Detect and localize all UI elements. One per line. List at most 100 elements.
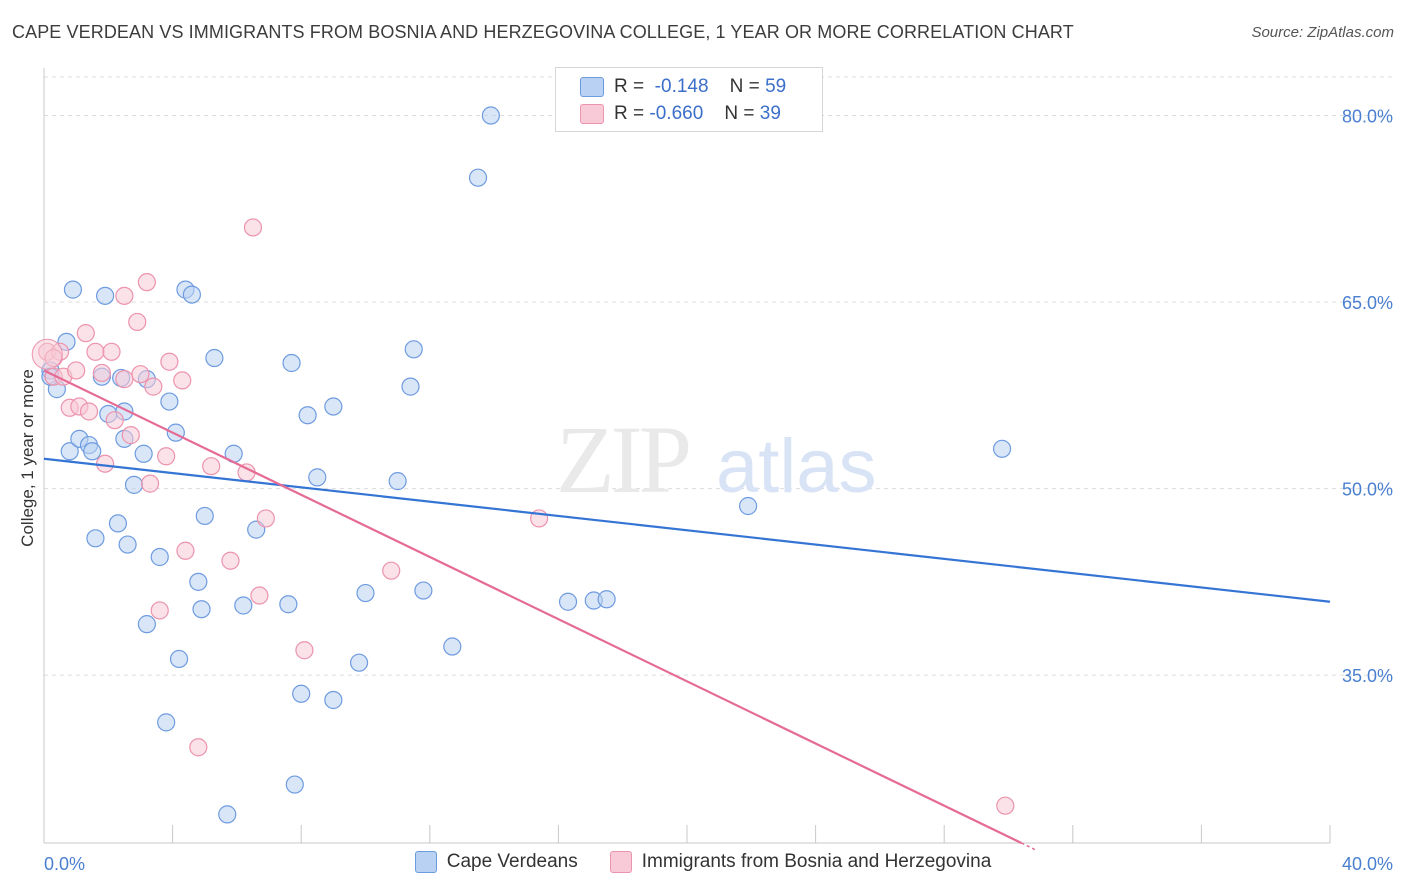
cape-verdean-point xyxy=(118,535,137,554)
bosnia-point xyxy=(131,365,150,384)
bosnia-point xyxy=(102,342,121,361)
bosnia-point xyxy=(92,363,111,383)
legend-r-label: R = xyxy=(614,76,645,97)
chart-title: CAPE VERDEAN VS IMMIGRANTS FROM BOSNIA A… xyxy=(12,22,1074,42)
legend-r-value: -0.660 xyxy=(649,103,704,124)
bosnia-point xyxy=(86,342,105,361)
cape-verdean-point xyxy=(124,475,144,494)
legend-n-label: N = xyxy=(729,76,760,97)
y-tick-label: 80.0% xyxy=(1342,107,1393,127)
cape-verdean-point xyxy=(298,406,317,425)
legend-row-bosnia: R = -0.660 N = 39 xyxy=(580,101,781,127)
cape-verdean-point xyxy=(324,397,343,416)
bosnia-point xyxy=(250,586,269,605)
cape-verdean-point xyxy=(468,168,488,187)
legend-n-value: 59 xyxy=(765,76,787,97)
bosnia-point xyxy=(121,426,140,445)
cape-verdean-point xyxy=(356,583,375,603)
series-legend: Cape Verdeans Immigrants from Bosnia and… xyxy=(0,851,1406,873)
bosnia-point xyxy=(105,411,124,430)
bosnia-point xyxy=(128,312,147,332)
bosnia-point xyxy=(996,796,1015,815)
cape-verdean-point xyxy=(160,392,179,411)
y-tick-label: 65.0% xyxy=(1342,293,1393,313)
cape-verdean-point xyxy=(414,581,433,600)
bosnia-point xyxy=(76,324,95,343)
cape-verdean-point xyxy=(182,285,201,304)
tick-labels: 35.0% 50.0% 65.0% 80.0% 0.0% 40.0% xyxy=(44,107,1393,874)
bosnia-point xyxy=(79,402,99,421)
bosnia-point xyxy=(144,377,163,396)
cape-verdean-point xyxy=(195,506,214,526)
bosnia-point xyxy=(115,286,134,305)
y-tick-label: 50.0% xyxy=(1342,480,1393,500)
bosnia-point xyxy=(157,447,176,466)
cape-verdean-point xyxy=(285,775,304,794)
legend-swatch-pink xyxy=(580,104,604,124)
cape-verdean-point xyxy=(150,547,169,567)
cape-verdean-point xyxy=(108,514,128,533)
cape-verdean-point xyxy=(218,805,237,824)
trend-line-bosnia xyxy=(43,369,1022,844)
cape-verdean-point xyxy=(597,590,616,609)
bosnia-point xyxy=(115,370,134,389)
cape-verdean-point xyxy=(558,592,578,611)
axes xyxy=(43,68,1331,844)
cape-verdean-point xyxy=(137,615,156,634)
cape-verdean-point xyxy=(401,377,420,396)
cape-verdean-point xyxy=(95,286,115,305)
cape-verdean-point xyxy=(169,649,189,669)
cape-verdean-point xyxy=(192,600,211,619)
cape-verdean-point xyxy=(324,690,343,710)
cape-verdean-point xyxy=(404,340,423,359)
bosnia-point xyxy=(256,509,275,528)
x-tick-label: 40.0% xyxy=(1342,854,1393,874)
cape-verdean-point xyxy=(134,444,153,463)
series-label: Cape Verdeans xyxy=(446,851,578,872)
bosnia-point xyxy=(176,541,195,560)
watermark: ZIP atlas xyxy=(556,406,877,513)
bosnia-point xyxy=(160,352,179,371)
legend-r-label: R = xyxy=(614,103,645,124)
cape-verdean-point xyxy=(481,106,500,125)
bosnia-point-cluster xyxy=(31,338,63,370)
bosnia-point xyxy=(243,218,263,237)
bosnia-point xyxy=(95,454,115,473)
bosnia-point xyxy=(221,551,240,570)
cape-verdean-point xyxy=(205,348,224,368)
cape-verdean-point xyxy=(443,637,462,656)
bosnia-point xyxy=(295,641,314,660)
series-legend-item-bosnia[interactable]: Immigrants from Bosnia and Herzegovina xyxy=(609,851,992,873)
cape-verdean-point xyxy=(308,468,327,487)
cape-verdean-point xyxy=(86,529,105,548)
cape-verdean-point xyxy=(282,353,301,373)
cape-verdean-point xyxy=(279,595,298,614)
series-label: Immigrants from Bosnia and Herzegovina xyxy=(641,851,992,872)
bosnia-point xyxy=(382,561,401,580)
bosnia-point xyxy=(67,361,86,380)
series-swatch-pink xyxy=(609,851,632,873)
cape-verdean-point xyxy=(738,496,758,516)
series-legend-item-cape-verdeans[interactable]: Cape Verdeans xyxy=(414,851,578,873)
cape-verdean-point xyxy=(292,684,311,703)
x-tick-label: 0.0% xyxy=(44,854,85,874)
data-points xyxy=(31,106,1015,824)
bosnia-point xyxy=(137,273,156,292)
legend-row-cape-verdeans: R = -0.148 N = 59 xyxy=(580,74,786,100)
source-credit: Source: ZipAtlas.com xyxy=(1251,24,1394,41)
cape-verdean-point xyxy=(388,472,407,491)
cape-verdean-point xyxy=(992,439,1012,458)
cape-verdean-point xyxy=(83,442,102,461)
legend-n-value: 39 xyxy=(759,103,781,124)
bosnia-point xyxy=(173,371,192,390)
trend-line-cape-verdeans xyxy=(43,457,1331,603)
bosnia-point xyxy=(150,601,169,620)
cape-verdean-point xyxy=(349,653,369,672)
cape-verdean-point xyxy=(189,572,208,591)
cape-verdean-point xyxy=(60,442,79,461)
cape-verdean-point xyxy=(234,596,253,615)
legend-n-label: N = xyxy=(724,103,755,124)
watermark-atlas: atlas xyxy=(716,424,877,509)
bosnia-point xyxy=(189,738,208,757)
